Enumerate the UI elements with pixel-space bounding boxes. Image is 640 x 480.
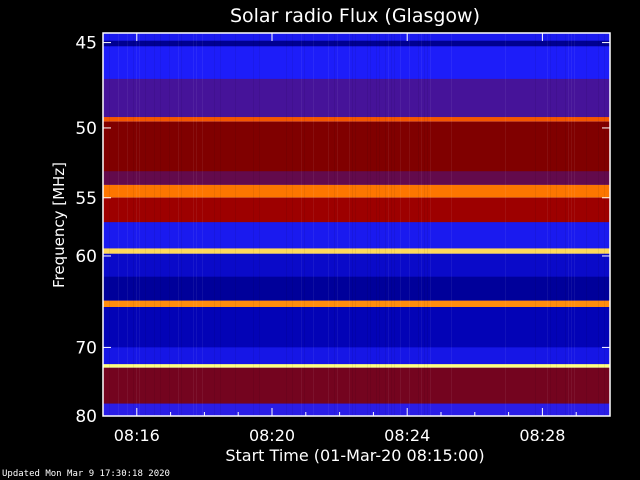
heatmap-band — [103, 253, 610, 277]
heatmap-texture — [133, 33, 134, 416]
y-tick-label: 45 — [75, 34, 97, 54]
heatmap-texture — [409, 33, 410, 416]
heatmap-texture — [196, 33, 197, 416]
heatmap-texture — [160, 33, 161, 416]
heatmap-texture — [598, 33, 599, 416]
heatmap-band — [103, 171, 610, 185]
heatmap-texture — [394, 33, 395, 416]
heatmap-texture — [427, 33, 428, 416]
heatmap-texture — [370, 33, 371, 416]
heatmap-band — [103, 364, 610, 368]
x-tick-label: 08:24 — [384, 426, 430, 445]
y-tick-label: 50 — [75, 119, 97, 139]
heatmap-band — [103, 248, 610, 254]
heatmap-texture — [313, 33, 314, 416]
heatmap-texture — [328, 33, 329, 416]
heatmap-texture — [292, 33, 293, 416]
heatmap-texture — [118, 33, 119, 416]
chart-title: Solar radio Flux (Glasgow) — [230, 5, 480, 27]
heatmap-texture — [301, 33, 302, 416]
heatmap-texture — [586, 33, 587, 416]
heatmap-texture — [574, 33, 575, 416]
heatmap-band — [103, 78, 610, 118]
heatmap-texture — [367, 33, 368, 416]
heatmap-texture — [349, 33, 350, 416]
heatmap-band — [103, 276, 610, 301]
heatmap-texture — [139, 33, 140, 416]
heatmap-texture — [304, 33, 305, 416]
heatmap-band — [103, 347, 610, 365]
heatmap-texture — [547, 33, 548, 416]
heatmap-band — [103, 300, 610, 308]
heatmap-texture — [571, 33, 572, 416]
y-tick-label: 60 — [75, 247, 97, 267]
heatmap-texture — [181, 33, 182, 416]
heatmap-texture — [259, 33, 260, 416]
heatmap-texture — [379, 33, 380, 416]
heatmap-texture — [421, 33, 422, 416]
x-axis-label: Start Time (01-Mar-20 08:15:00) — [225, 446, 484, 465]
heatmap-texture — [505, 33, 506, 416]
heatmap-texture — [385, 33, 386, 416]
updated-timestamp: Updated Mon Mar 9 17:30:18 2020 — [2, 469, 170, 479]
heatmap-texture — [430, 33, 431, 416]
x-tick-label: 08:20 — [249, 426, 295, 445]
heatmap-texture — [193, 33, 194, 416]
heatmap-texture — [109, 33, 110, 416]
x-tick-label: 08:16 — [114, 426, 160, 445]
heatmap-band — [103, 184, 610, 198]
heatmap-texture — [253, 33, 254, 416]
heatmap-texture — [400, 33, 401, 416]
heatmap-texture — [556, 33, 557, 416]
heatmap-texture — [202, 33, 203, 416]
y-tick-label: 55 — [75, 189, 97, 209]
heatmap-texture — [391, 33, 392, 416]
heatmap-band — [103, 40, 610, 47]
y-tick-label: 80 — [75, 407, 97, 427]
heatmap-band — [103, 197, 610, 223]
heatmap-band — [103, 117, 610, 122]
heatmap-texture — [550, 33, 551, 416]
heatmap-texture — [145, 33, 146, 416]
heatmap-texture — [286, 33, 287, 416]
heatmap-texture — [334, 33, 335, 416]
heatmap-texture — [604, 33, 605, 416]
heatmap-band — [103, 367, 610, 404]
y-tick-label: 70 — [75, 338, 97, 358]
heatmap-texture — [376, 33, 377, 416]
heatmap-texture — [568, 33, 569, 416]
heatmap-texture — [565, 33, 566, 416]
heatmap-texture — [535, 33, 536, 416]
heatmap-band — [103, 121, 610, 172]
heatmap-texture — [136, 33, 137, 416]
spectrogram-heatmap — [103, 33, 610, 416]
heatmap-texture — [355, 33, 356, 416]
heatmap-texture — [418, 33, 419, 416]
x-tick-label: 08:28 — [519, 426, 565, 445]
heatmap-texture — [451, 33, 452, 416]
heatmap-texture — [127, 33, 128, 416]
plot-frame — [102, 32, 611, 417]
heatmap-texture — [337, 33, 338, 416]
x-axis: 08:16 08:20 08:24 08:28 — [102, 33, 611, 445]
heatmap-texture — [352, 33, 353, 416]
heatmap-band — [103, 46, 610, 79]
heatmap-band — [103, 222, 610, 249]
heatmap-band — [103, 307, 610, 348]
y-axis-label: Frequency [MHz] — [50, 162, 68, 288]
heatmap-texture — [169, 33, 170, 416]
heatmap-texture — [235, 33, 236, 416]
heatmap-texture — [388, 33, 389, 416]
y-axis: 45 50 55 60 70 80 — [75, 34, 610, 427]
heatmap-texture — [178, 33, 179, 416]
heatmap-texture — [220, 33, 221, 416]
heatmap-texture — [214, 33, 215, 416]
heatmap-texture — [154, 33, 155, 416]
heatmap-texture — [424, 33, 425, 416]
heatmap-band — [103, 403, 610, 416]
